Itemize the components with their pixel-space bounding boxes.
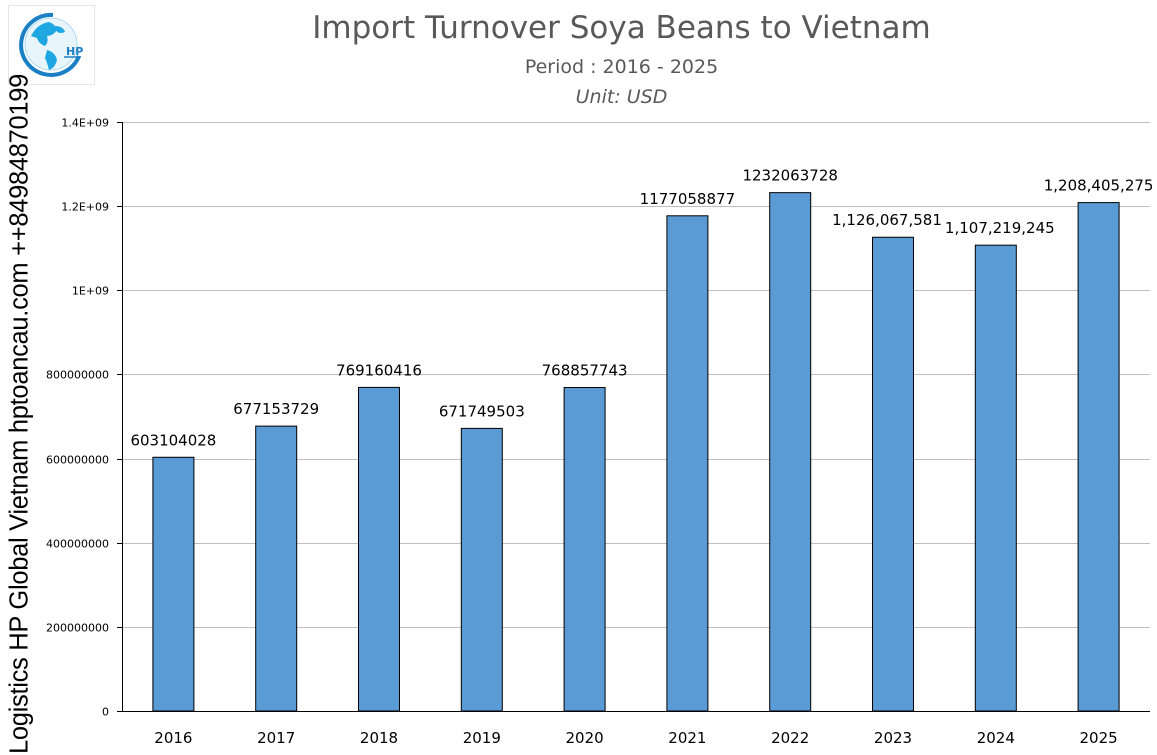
logo-text: HP xyxy=(66,45,83,58)
y-tick-label: 800000000 xyxy=(46,369,109,382)
y-tick-label: 1.2E+09 xyxy=(61,201,109,214)
bar-2021 xyxy=(666,215,709,712)
x-tick-label: 2022 xyxy=(771,729,809,747)
bar-2019 xyxy=(460,427,503,712)
chart-title: Import Turnover Soya Beans to Vietnam xyxy=(312,10,931,46)
bar-2018 xyxy=(358,386,400,712)
y-tick-label: 400000000 xyxy=(46,538,109,551)
y-tick-label: 1.4E+09 xyxy=(61,117,109,130)
x-tick-label: 2024 xyxy=(977,729,1015,747)
bar-2017 xyxy=(255,425,298,712)
data-label: 603104028 xyxy=(130,431,216,449)
bars xyxy=(152,192,1120,712)
data-label: 1,208,405,275 xyxy=(1044,177,1154,195)
x-tick-label: 2018 xyxy=(360,729,398,747)
y-tick-label: 600000000 xyxy=(46,454,109,467)
data-label: 671749503 xyxy=(439,402,525,420)
x-tick-label: 2020 xyxy=(566,729,604,747)
bar-2023 xyxy=(872,236,914,712)
y-tick-label: 1E+09 xyxy=(72,285,109,298)
data-label: 1,126,067,581 xyxy=(832,211,942,229)
y-tick-label: 0 xyxy=(102,706,109,719)
hp-global-logo: HP xyxy=(8,5,95,85)
data-label: 1,107,219,245 xyxy=(945,219,1055,237)
x-tick-label: 2025 xyxy=(1080,729,1118,747)
globe-logo-icon: HP xyxy=(19,12,83,77)
x-tick-label: 2017 xyxy=(257,729,295,747)
y-tick-label: 200000000 xyxy=(46,622,109,635)
x-tick-label: 2023 xyxy=(874,729,912,747)
x-tick-label: 2021 xyxy=(668,729,706,747)
x-tick-label: 2016 xyxy=(154,729,192,747)
data-label: 677153729 xyxy=(233,400,319,418)
data-label: 768857743 xyxy=(542,362,628,380)
bar-2016 xyxy=(152,456,195,712)
data-labels: 603104028 677153729 769160416 671749503 7688… xyxy=(130,167,1153,450)
bar-2024 xyxy=(974,244,1017,712)
data-label: 1232063728 xyxy=(742,167,837,185)
x-axis-tick-labels: 2016 2017 2018 2019 2020 2021 2022 2023 2024 2025 xyxy=(154,729,1117,747)
data-label: 1177058877 xyxy=(640,190,735,208)
data-label: 769160416 xyxy=(336,361,422,379)
chart-unit: Unit: USD xyxy=(575,86,668,108)
bar-2025 xyxy=(1077,202,1120,712)
y-axis-tick-labels: 0 200000000 400000000 600000000 800000000 1E+… xyxy=(46,117,109,719)
bar-2020 xyxy=(563,387,606,712)
chart-subtitle: Period : 2016 - 2025 xyxy=(524,56,719,78)
bar-2022 xyxy=(769,192,812,712)
x-tick-label: 2019 xyxy=(463,729,501,747)
